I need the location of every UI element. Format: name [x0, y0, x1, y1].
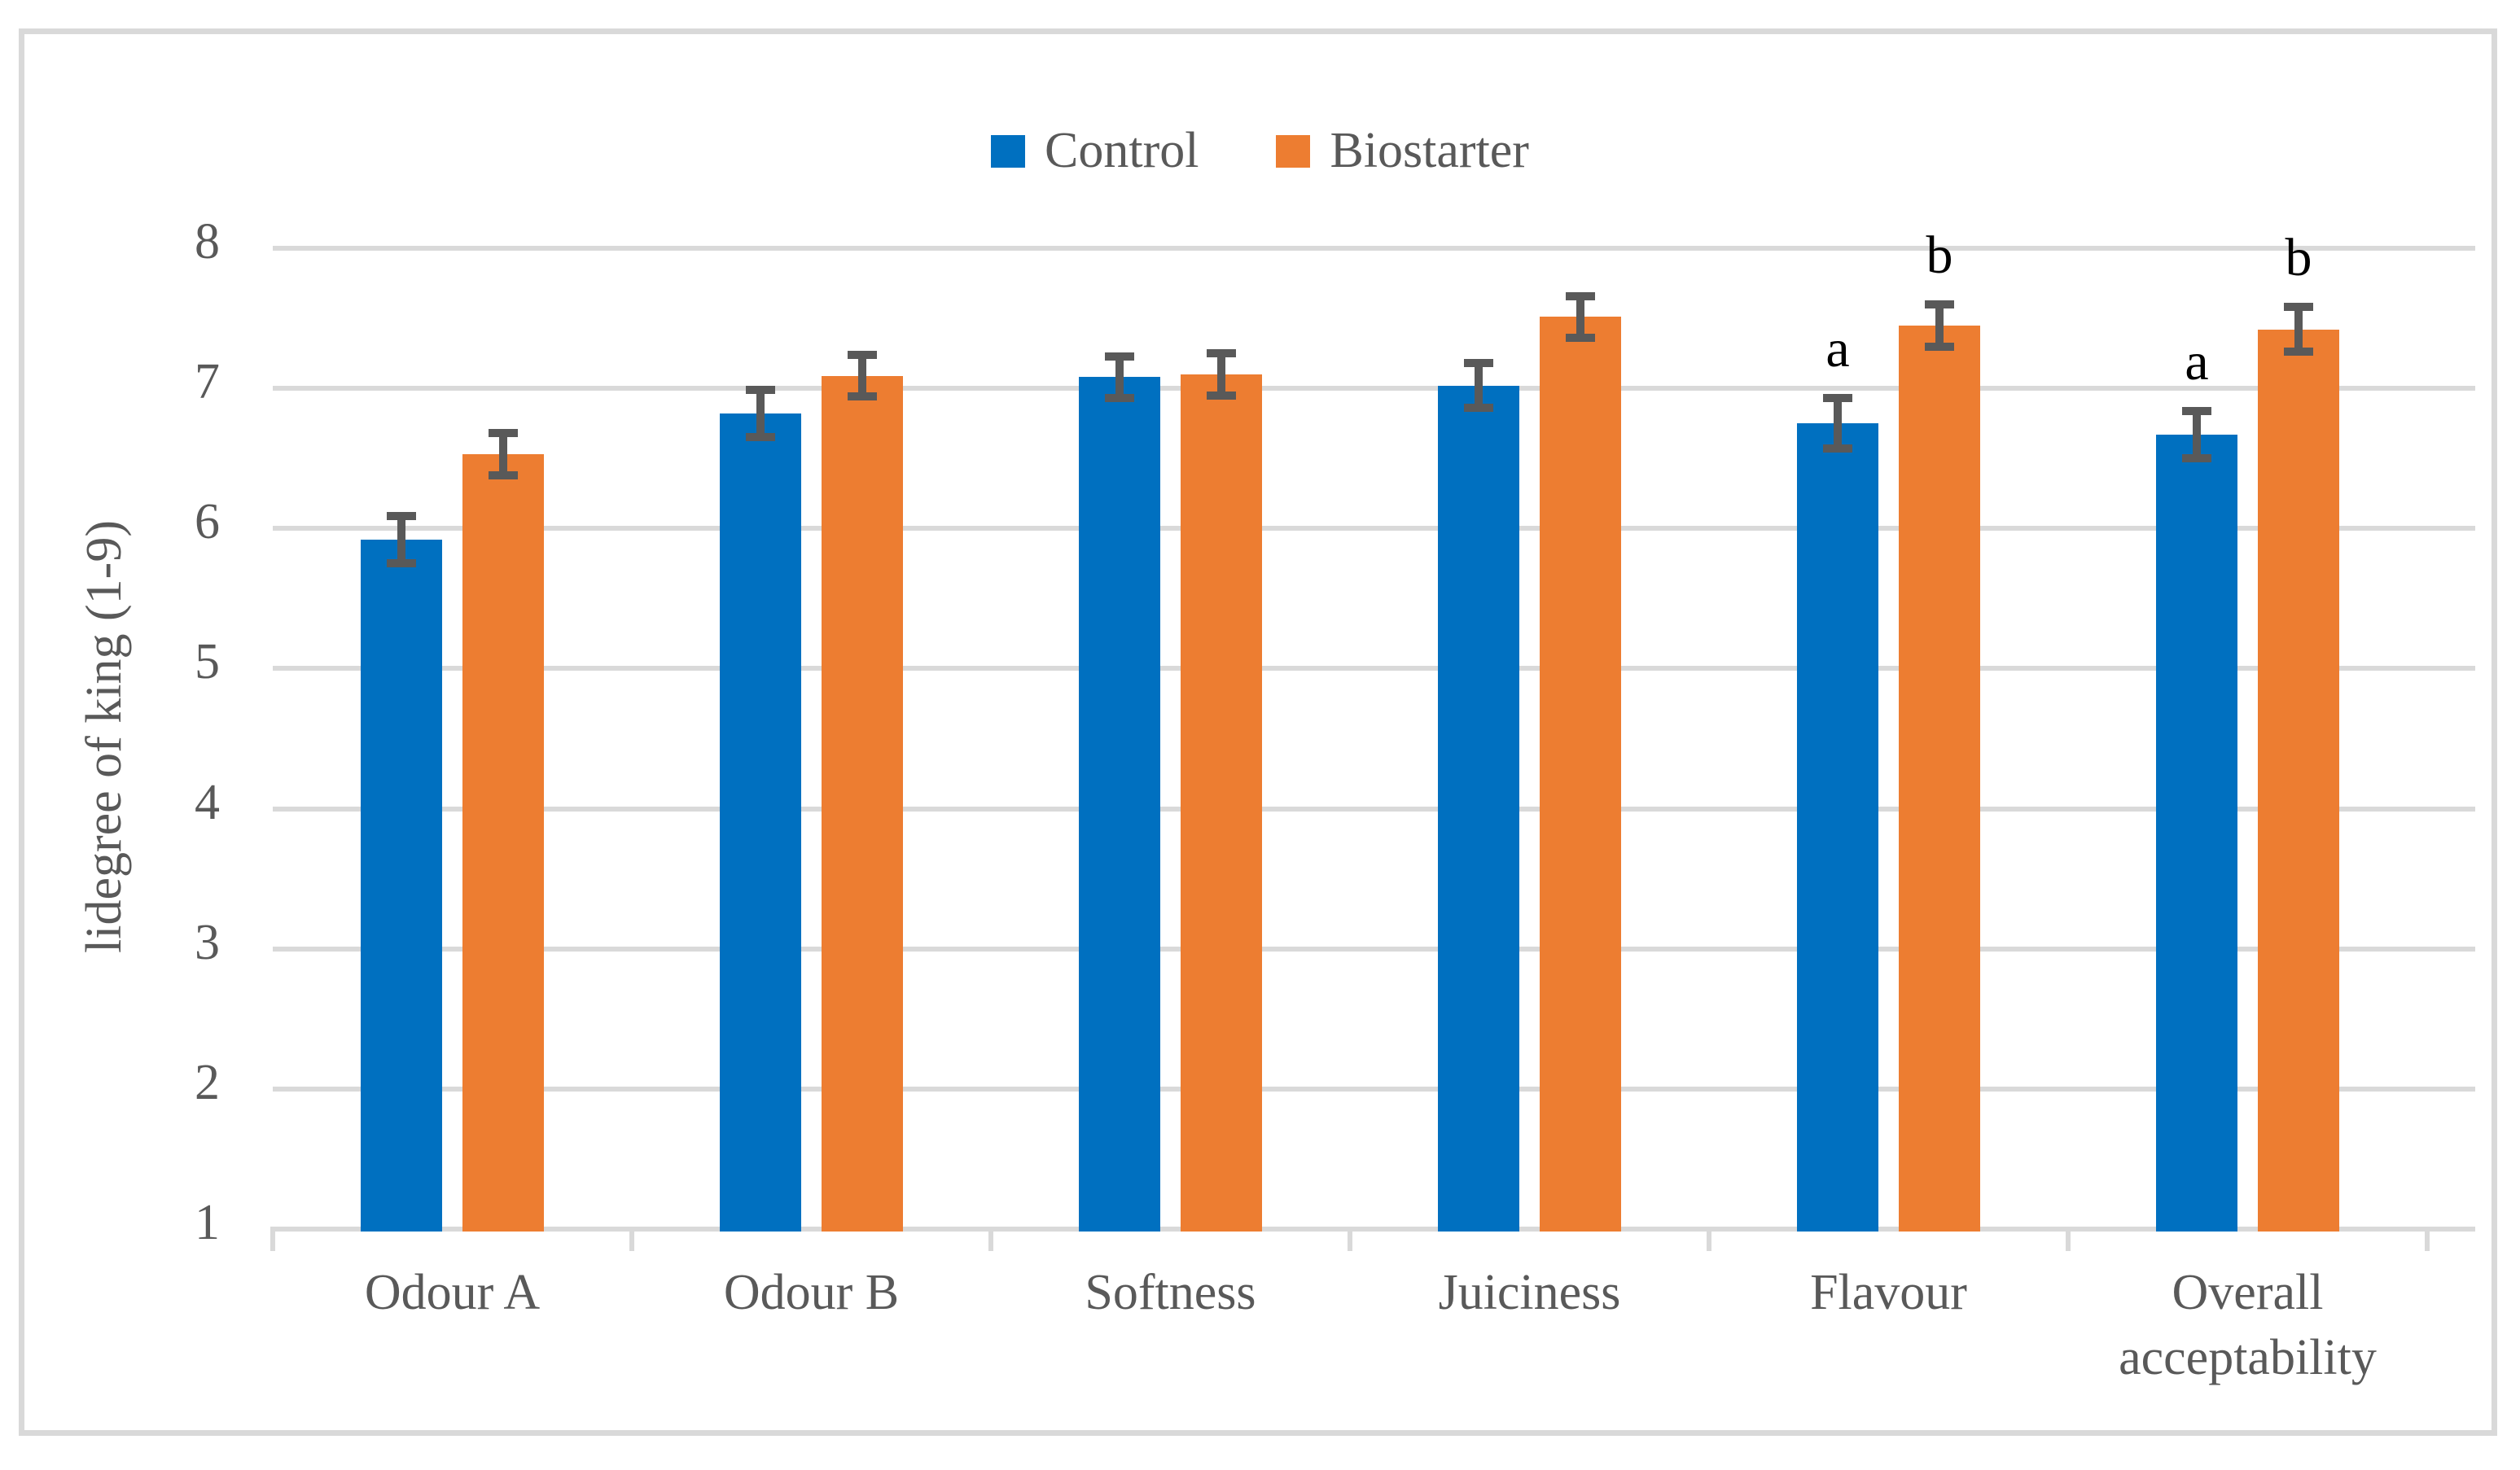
- gridline-y7: [273, 386, 2475, 392]
- error-bar: [2294, 307, 2303, 352]
- error-bar-cap-top: [387, 511, 416, 520]
- category-axis-tick: [1348, 1227, 1352, 1251]
- bar-control-softness: [1079, 377, 1160, 1232]
- category-axis-tick: [2425, 1227, 2430, 1251]
- error-bar-cap-bottom: [1823, 444, 1852, 453]
- error-bar-cap-bottom: [489, 470, 518, 479]
- error-bar-cap-top: [1105, 352, 1134, 361]
- y-tick-label-6: 6: [195, 494, 220, 550]
- error-bar: [1935, 304, 1944, 347]
- gridline-y4: [273, 806, 2475, 812]
- sig-letter-b: b: [2285, 228, 2312, 288]
- gridline-y6: [273, 526, 2475, 532]
- bar-biostarter-overall-acceptability: [2258, 329, 2339, 1232]
- gridline-y1: [273, 1227, 2475, 1232]
- legend-item-control: Control: [991, 122, 1199, 180]
- category-label-softness: Softness: [1085, 1265, 1256, 1320]
- bar-biostarter-odour-a: [462, 454, 544, 1232]
- bar-biostarter-juiciness: [1540, 317, 1621, 1232]
- error-bar-cap-bottom: [1207, 391, 1236, 400]
- error-bar-cap-bottom: [387, 559, 416, 568]
- y-tick-label-2: 2: [195, 1054, 220, 1110]
- gridline-y5: [273, 666, 2475, 672]
- error-bar-cap-top: [2284, 303, 2313, 312]
- gridline-y3: [273, 946, 2475, 952]
- error-bar-cap-bottom: [1464, 404, 1493, 413]
- legend: Control Biostarter: [0, 122, 2520, 180]
- gridline-y8: [273, 246, 2475, 252]
- bar-biostarter-flavour: [1899, 325, 1980, 1232]
- error-bar: [1475, 363, 1483, 409]
- y-tick-label-8: 8: [195, 214, 220, 270]
- y-tick-label-7: 7: [195, 354, 220, 410]
- sig-letter-a: a: [2185, 331, 2209, 392]
- error-bar: [1834, 398, 1842, 449]
- category-label-odour-b: Odour B: [723, 1265, 900, 1320]
- error-bar-cap-bottom: [746, 433, 775, 442]
- gridline-y2: [273, 1086, 2475, 1092]
- category-label-overall-acceptability: Overall acceptability: [2119, 1265, 2377, 1385]
- error-bar: [499, 433, 507, 475]
- error-bar-cap-top: [1464, 359, 1493, 368]
- error-bar-cap-bottom: [2284, 348, 2313, 357]
- sig-letter-a: a: [1825, 319, 1850, 379]
- bar-control-overall-acceptability: [2156, 434, 2237, 1232]
- category-label-juiciness: Juiciness: [1438, 1265, 1621, 1320]
- bar-biostarter-odour-b: [822, 375, 903, 1232]
- legend-item-biostarter: Biostarter: [1276, 122, 1529, 180]
- y-tick-label-3: 3: [195, 914, 220, 970]
- bar-control-flavour: [1797, 423, 1878, 1232]
- category-axis-tick: [629, 1227, 634, 1251]
- error-bar-cap-top: [489, 429, 518, 438]
- bar-control-odour-b: [720, 413, 801, 1232]
- category-axis-tick: [270, 1227, 275, 1251]
- category-axis-tick: [988, 1227, 993, 1251]
- error-bar-cap-top: [1566, 291, 1595, 300]
- category-axis-tick: [1707, 1227, 1711, 1251]
- legend-label: Biostarter: [1330, 123, 1529, 178]
- error-bar-cap-bottom: [2182, 454, 2211, 463]
- legend-label: Control: [1045, 123, 1199, 178]
- error-bar-cap-bottom: [1566, 334, 1595, 343]
- bar-control-odour-a: [361, 540, 442, 1232]
- bar-control-juiciness: [1438, 385, 1519, 1232]
- category-label-odour-a: Odour A: [364, 1265, 541, 1320]
- error-bar: [2193, 410, 2201, 459]
- error-bar-cap-top: [1207, 349, 1236, 358]
- error-bar: [397, 515, 405, 564]
- y-tick-label-4: 4: [195, 774, 220, 830]
- error-bar-cap-top: [1823, 394, 1852, 403]
- bar-biostarter-softness: [1181, 374, 1262, 1232]
- error-bar-cap-bottom: [1105, 394, 1134, 403]
- error-bar-cap-top: [746, 385, 775, 394]
- error-bar-cap-bottom: [1925, 342, 1954, 351]
- legend-swatch-biostarter: [1276, 134, 1311, 168]
- legend-swatch-control: [991, 134, 1026, 168]
- error-bar: [1576, 295, 1584, 339]
- error-bar-cap-bottom: [848, 392, 877, 401]
- error-bar: [1115, 356, 1124, 399]
- error-bar: [1217, 353, 1225, 396]
- sig-letter-b: b: [1926, 225, 1953, 285]
- category-label-flavour: Flavour: [1810, 1265, 1967, 1320]
- category-axis-tick: [2066, 1227, 2071, 1251]
- error-bar-cap-top: [1925, 300, 1954, 308]
- error-bar: [756, 389, 765, 438]
- y-tick-label-1: 1: [195, 1195, 220, 1250]
- error-bar-cap-top: [2182, 406, 2211, 415]
- error-bar-cap-top: [848, 350, 877, 359]
- error-bar: [858, 354, 866, 397]
- y-tick-label-5: 5: [195, 634, 220, 690]
